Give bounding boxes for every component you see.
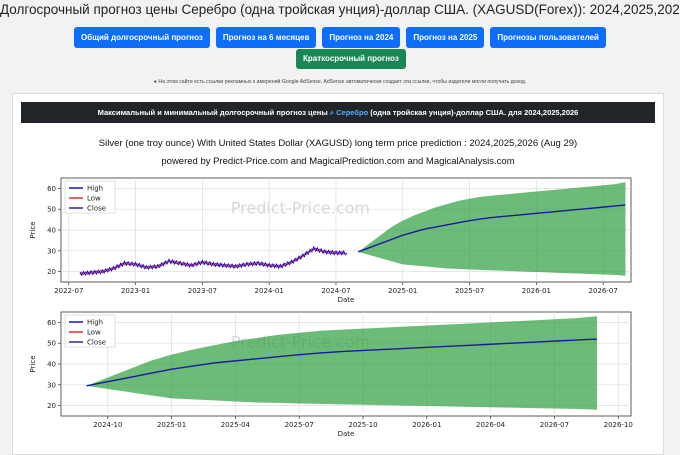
y-tick-label: 50	[47, 340, 56, 348]
forecast-2025-button[interactable]: Прогноз на 2025	[406, 27, 485, 48]
x-tick-label: 2026-01	[522, 287, 551, 295]
x-tick-label: 2022-07	[54, 287, 83, 295]
close-forecast-line	[86, 338, 598, 387]
high-series-line	[79, 245, 348, 277]
legend-label: High	[87, 185, 103, 193]
x-tick-label: 2024-01	[255, 287, 284, 295]
x-tick-label: 2023-07	[188, 287, 217, 295]
x-tick-label: 2025-10	[348, 421, 377, 429]
six-month-forecast-button[interactable]: Прогноз на 6 месяцев	[215, 27, 317, 48]
watermark: Predict-Price.com	[231, 198, 370, 217]
y-tick-label: 40	[47, 361, 56, 369]
legend-label: Low	[87, 195, 101, 203]
y-axis-label: Price	[29, 221, 37, 238]
adsense-notice: ● На этом сайте есть ссылки рекламных к …	[0, 79, 680, 85]
user-forecasts-button[interactable]: Прогнозы пользователей	[490, 27, 606, 48]
legend-label: Low	[87, 329, 101, 337]
x-tick-label: 2025-01	[388, 287, 417, 295]
x-tick-label: 2026-10	[604, 421, 633, 429]
card-header-text: Максимальный и минимальный долгосрочный …	[97, 108, 328, 117]
x-tick-label: 2025-01	[157, 421, 186, 429]
x-tick-label: 2025-07	[455, 287, 484, 295]
forecast-card: Максимальный и минимальный долгосрочный …	[12, 93, 664, 455]
x-axis-label: Date	[338, 296, 355, 304]
x-axis-label: Date	[338, 430, 355, 438]
info-icon: ●	[153, 79, 157, 85]
x-tick-label: 2023-01	[121, 287, 150, 295]
card-header-suffix: (одна тройская унция)-доллар США. для 20…	[370, 108, 579, 117]
long-term-chart: 20 30 40 50 60 2022-07 2023-01 2023-07 2024-01 20…	[29, 177, 632, 304]
y-tick-label: 60	[47, 185, 56, 193]
y-axis-label: Price	[29, 355, 37, 372]
x-tick-label: 2025-04	[221, 421, 251, 429]
y-tick-label: 20	[47, 268, 56, 276]
y-tick-label: 50	[47, 206, 56, 214]
search-icon: ⌕	[329, 108, 335, 117]
chart-subtitle: powered by Predict-Price.com and Magical…	[161, 156, 515, 167]
x-tick-label: 2025-07	[285, 421, 314, 429]
y-tick-label: 30	[47, 247, 56, 255]
x-tick-label: 2026-01	[412, 421, 441, 429]
y-tick-label: 20	[47, 402, 56, 410]
forecast-chart: 20 30 40 50 60 2024-10 2025-01 2025-04 2025-07 20…	[29, 311, 633, 438]
y-tick-label: 30	[47, 381, 56, 389]
adsense-notice-text: На этом сайте есть ссылки рекламных к ам…	[158, 79, 527, 85]
x-tick-label: 2026-07	[540, 421, 569, 429]
close-forecast-line	[358, 204, 626, 253]
x-tick-label: 2024-07	[321, 287, 350, 295]
forecast-nav: Общий долгосрочный прогноз Прогноз на 6 …	[0, 27, 680, 48]
x-tick-label: 2024-10	[93, 421, 122, 429]
legend-label: Close	[87, 205, 106, 213]
forecast-2024-button[interactable]: Прогноз на 2024	[322, 27, 401, 48]
x-tick-label: 2026-04	[476, 421, 506, 429]
short-term-forecast-button[interactable]: Краткосрочный прогноз	[296, 49, 406, 69]
forecast-range-band	[86, 316, 597, 410]
page-title: Долгосрочный прогноз цены Серебро (одна …	[0, 2, 680, 17]
silver-link[interactable]: Серебро	[336, 108, 369, 117]
legend-label: Close	[87, 339, 106, 347]
chart-title: Silver (one troy ounce) With United Stat…	[98, 138, 578, 149]
y-tick-label: 40	[47, 227, 56, 235]
overall-forecast-button[interactable]: Общий долгосрочный прогноз	[74, 27, 210, 48]
y-tick-label: 60	[47, 319, 56, 327]
forecast-range-band	[358, 182, 626, 276]
x-tick-label: 2026-07	[589, 287, 618, 295]
card-header: Максимальный и минимальный долгосрочный …	[21, 102, 655, 123]
legend-label: High	[87, 319, 103, 327]
